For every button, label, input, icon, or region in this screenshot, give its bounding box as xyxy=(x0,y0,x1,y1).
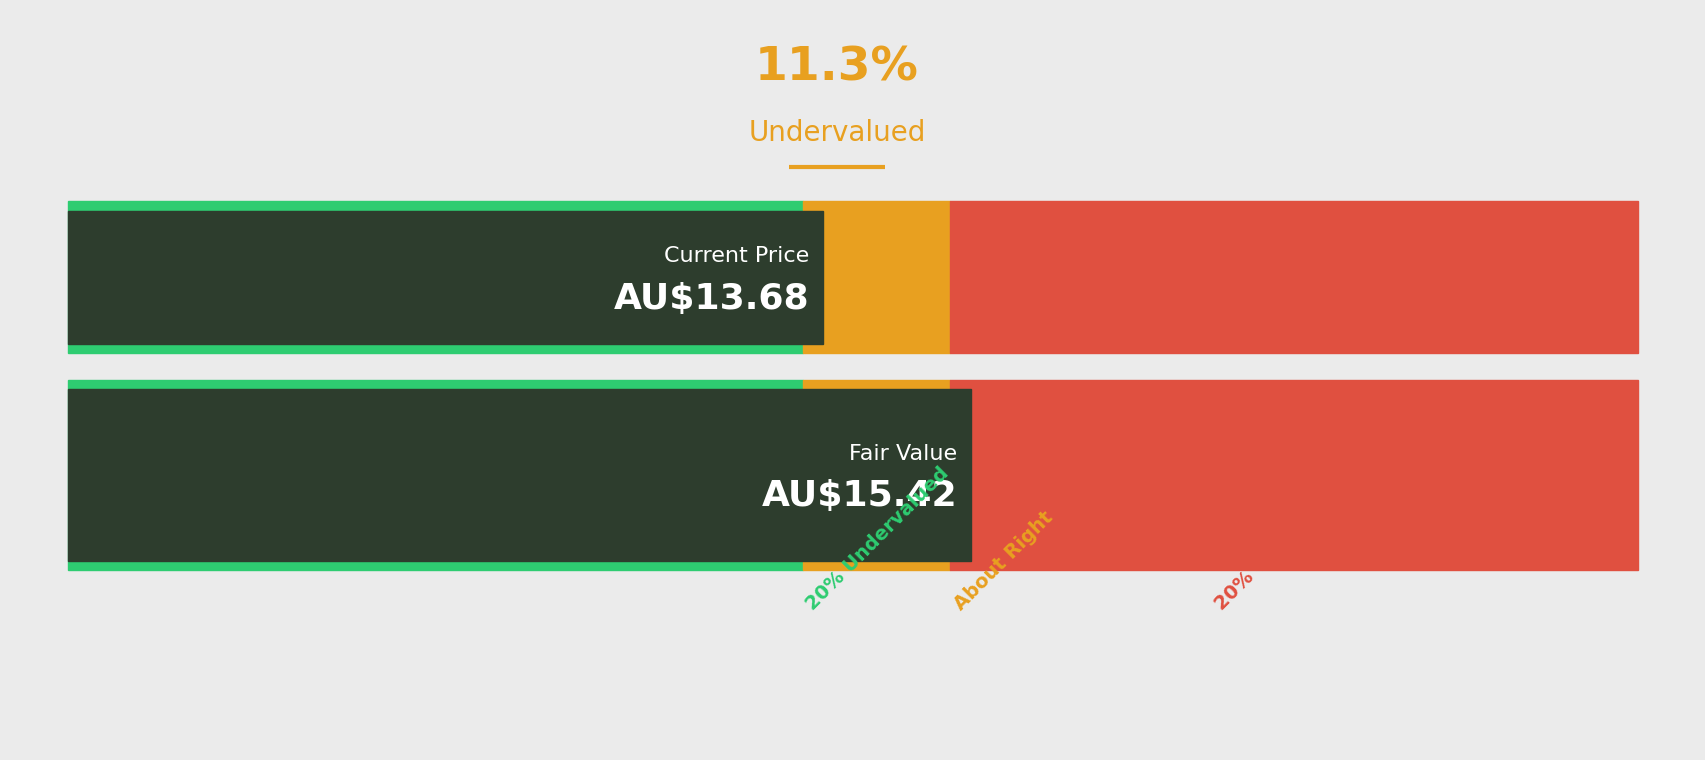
Bar xyxy=(803,380,950,570)
Text: Undervalued: Undervalued xyxy=(748,119,926,147)
Bar xyxy=(68,380,803,570)
Bar xyxy=(68,201,803,353)
Bar xyxy=(68,389,970,561)
Text: 20% Undervalued: 20% Undervalued xyxy=(803,464,953,614)
Text: 20% Overvalued: 20% Overvalued xyxy=(1211,473,1350,614)
Text: AU$13.68: AU$13.68 xyxy=(614,282,810,315)
Bar xyxy=(68,211,824,344)
Text: About Right: About Right xyxy=(950,508,1055,614)
Text: 11.3%: 11.3% xyxy=(755,46,919,91)
Text: Fair Value: Fair Value xyxy=(849,444,957,464)
Text: Current Price: Current Price xyxy=(663,246,810,266)
Bar xyxy=(803,201,950,353)
Bar xyxy=(950,201,1637,353)
Bar xyxy=(950,380,1637,570)
Text: AU$15.42: AU$15.42 xyxy=(760,480,957,513)
